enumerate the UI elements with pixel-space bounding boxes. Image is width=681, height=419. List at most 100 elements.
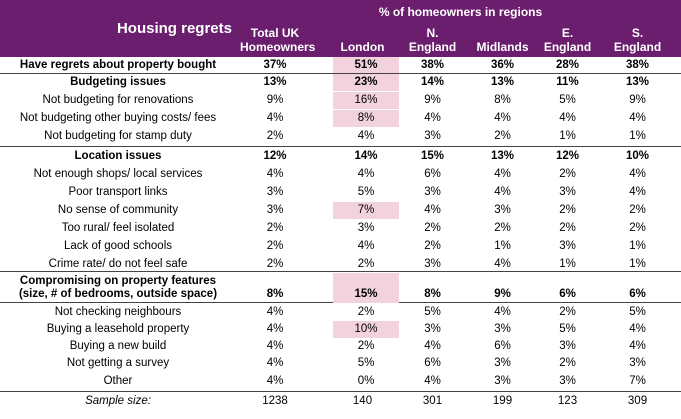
value-cell: 12% <box>555 150 580 162</box>
value-cell: 6% <box>629 288 646 300</box>
column-header-line: E. <box>561 26 574 40</box>
value-cell: 28% <box>555 58 580 71</box>
value-cell: 5% <box>559 94 576 106</box>
table-row: Crime rate/ do not feel safe 2% 2% 3% 4% 1% 1% <box>0 256 681 273</box>
value-cell: 12% <box>263 150 287 162</box>
value-cell: 1% <box>494 240 511 252</box>
sample-size-label: Sample size: <box>85 395 151 407</box>
value-cell: 4% <box>629 168 646 180</box>
value-cell: 5% <box>559 323 576 335</box>
value-cell: 4% <box>266 375 284 387</box>
table-row: Not budgeting for stamp duty 2% 4% 3% 2% 1% 1% <box>0 128 681 145</box>
value-cell: 5% <box>424 306 441 318</box>
value-cell: 4% <box>559 112 576 124</box>
value-cell: 51% <box>333 57 399 73</box>
value-cell: 4% <box>266 323 284 335</box>
value-cell: 13% <box>263 76 287 88</box>
value-cell: 3% <box>629 357 646 369</box>
sample-size-value: 301 <box>422 395 443 407</box>
value-cell: 2% <box>494 130 511 142</box>
row-label: No sense of community <box>57 204 179 216</box>
value-cell: 3% <box>559 340 576 352</box>
value-cell: 3% <box>266 204 284 216</box>
value-cell: 3% <box>494 323 511 335</box>
value-cell: 7% <box>629 375 646 387</box>
value-cell: 4% <box>629 340 646 352</box>
row-divider <box>0 73 681 74</box>
value-cell: 4% <box>266 357 284 369</box>
sample-size-value: 123 <box>557 395 578 407</box>
column-header-line: England <box>408 40 457 54</box>
row-label-line: (size, # of bedrooms, outside space) <box>18 288 218 300</box>
row-label: Other <box>103 375 133 387</box>
value-cell: 5% <box>629 306 646 318</box>
row-label: Not budgeting other buying costs/ fees <box>19 112 217 124</box>
column-header-5: E. England <box>540 26 595 54</box>
value-cell: 3% <box>494 375 511 387</box>
value-cell: 2% <box>357 306 375 318</box>
value-cell: 3% <box>424 186 441 198</box>
value-cell: 38% <box>420 58 445 71</box>
value-cell: 10% <box>625 150 650 162</box>
value-cell: 8% <box>333 110 399 127</box>
value-cell: 13% <box>490 76 515 88</box>
value-cell: 3% <box>559 186 576 198</box>
column-header-3: N. England <box>405 26 460 54</box>
column-header-line: Homeowners <box>240 40 316 54</box>
value-cell: 4% <box>424 340 441 352</box>
value-cell: 2% <box>266 222 284 234</box>
sample-size-row: Sample size: 1238 140 301 199 123 309 <box>0 393 681 410</box>
table-row: Buying a new build 4% 2% 4% 6% 3% 4% <box>0 338 681 355</box>
row-label: Lack of good schools <box>63 240 173 252</box>
value-cell: 2% <box>559 306 576 318</box>
value-cell: 4% <box>266 112 284 124</box>
value-cell: 4% <box>266 168 284 180</box>
sample-size-value: 140 <box>352 395 373 407</box>
value-cell: 4% <box>494 258 511 270</box>
value-cell: 2% <box>266 258 284 270</box>
value-cell: 2% <box>559 168 576 180</box>
sample-size-value: 199 <box>492 395 513 407</box>
value-cell: 4% <box>357 168 375 180</box>
row-label: Not budgeting for stamp duty <box>44 130 192 142</box>
value-cell: 9% <box>629 94 646 106</box>
column-header-line: Midlands <box>476 40 529 54</box>
table-title: Housing regrets <box>116 20 232 37</box>
value-cell: 4% <box>629 186 646 198</box>
value-cell: 5% <box>357 357 375 369</box>
value-cell: 2% <box>266 240 284 252</box>
row-label: Crime rate/ do not feel safe <box>48 258 188 270</box>
value-cell: 4% <box>629 112 646 124</box>
value-cell: 4% <box>357 240 375 252</box>
value-cell: 3% <box>559 240 576 252</box>
row-label-line: Compromising on property features <box>19 275 217 287</box>
value-cell: 1% <box>559 258 576 270</box>
value-cell: 16% <box>333 92 399 109</box>
value-cell: 8% <box>494 94 511 106</box>
value-cell: 2% <box>494 222 511 234</box>
value-cell: 5% <box>357 186 375 198</box>
value-cell: 14% <box>354 150 378 162</box>
table-header: Housing regrets % of homeowners in regio… <box>0 0 681 57</box>
table-row: Compromising on property features (size, … <box>0 273 681 303</box>
value-cell: 9% <box>494 288 511 300</box>
row-label: Not enough shops/ local services <box>33 168 203 180</box>
value-cell: 3% <box>424 130 441 142</box>
value-cell: 6% <box>424 357 441 369</box>
table-row: Not budgeting other buying costs/ fees 4%… <box>0 110 681 127</box>
value-cell: 36% <box>490 58 515 71</box>
value-cell: 4% <box>424 204 441 216</box>
value-cell: 1% <box>629 130 646 142</box>
row-label: Budgeting issues <box>70 76 166 88</box>
table-row: Not enough shops/ local services 4% 4% 6% 4%… <box>0 166 681 183</box>
table-row: Have regrets about property bought 37% 51%… <box>0 57 681 73</box>
table-row: Not getting a survey 4% 5% 6% 3% 2% 3% <box>0 355 681 372</box>
value-cell: 3% <box>494 357 511 369</box>
regions-super-header: % of homeowners in regions <box>378 5 543 19</box>
value-cell: 3% <box>357 222 375 234</box>
row-label: Not checking neighbours <box>54 306 182 318</box>
value-cell: 1% <box>629 258 646 270</box>
table-row: Budgeting issues 13% 23% 14% 13% 11% 13% <box>0 74 681 91</box>
table-row: Not budgeting for renovations 9% 16% 9% 8% 5%… <box>0 92 681 109</box>
